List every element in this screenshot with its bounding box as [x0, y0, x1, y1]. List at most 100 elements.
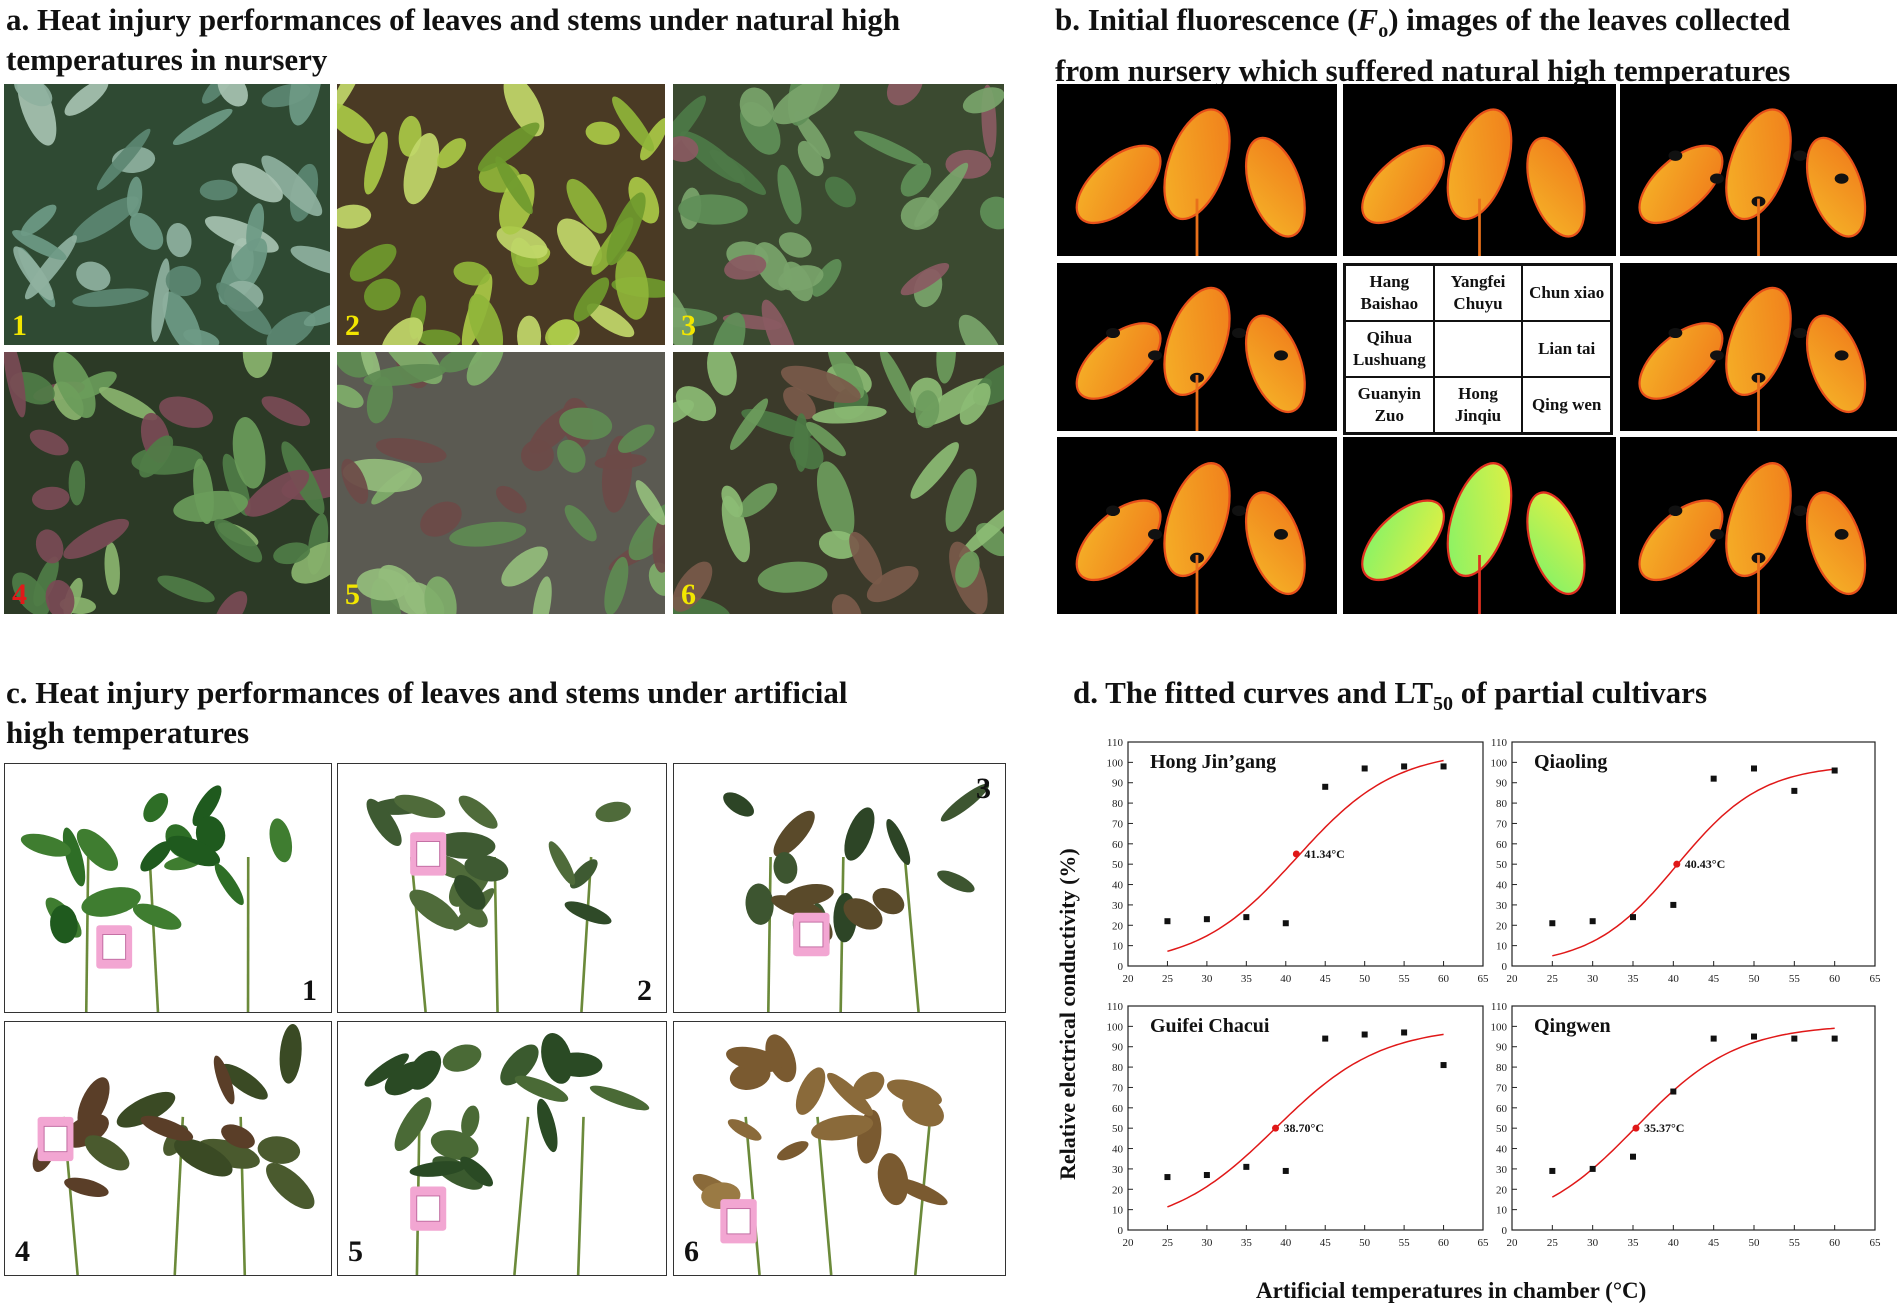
legend-cell: Qing wen — [1522, 377, 1611, 433]
x-tick-label: 20 — [1507, 1237, 1519, 1249]
photo-number: 3 — [976, 772, 991, 805]
y-tick-label: 40 — [1112, 1144, 1124, 1156]
y-tick-label: 0 — [1118, 1225, 1124, 1237]
x-tick-label: 25 — [1547, 973, 1559, 985]
fluorescence-image — [1057, 263, 1337, 431]
fitted-curve — [1552, 768, 1835, 957]
panel-b-title: b. Initial fluorescence (Fo) images of t… — [1055, 0, 1790, 91]
y-tick-label: 100 — [1107, 1021, 1124, 1033]
photo-number: 6 — [684, 1235, 699, 1268]
x-tick-label: 20 — [1123, 1237, 1135, 1249]
photo-number: 1 — [302, 974, 317, 1007]
y-tick-label: 80 — [1112, 1062, 1124, 1074]
x-tick-label: 25 — [1547, 1237, 1559, 1249]
y-tick-label: 40 — [1496, 880, 1508, 892]
x-tick-label: 65 — [1478, 973, 1490, 985]
x-tick-label: 30 — [1201, 1237, 1213, 1249]
panel-d-title-sub: 50 — [1433, 693, 1454, 716]
foliage-illustration — [673, 352, 1004, 614]
stem-illustration — [723, 783, 990, 1012]
fluorescence-image — [1057, 84, 1337, 256]
x-tick-label: 35 — [1628, 973, 1640, 985]
lt50-label: 41.34°C — [1304, 847, 1344, 861]
y-tick-label: 80 — [1496, 798, 1508, 810]
panel-b-title-F: F — [1357, 2, 1379, 37]
x-tick-label: 40 — [1668, 1237, 1680, 1249]
panel-b-title-sub: o — [1378, 20, 1389, 43]
data-point — [1401, 763, 1408, 770]
lt50-label: 38.70°C — [1284, 1121, 1324, 1135]
x-tick-label: 50 — [1359, 1237, 1371, 1249]
panel-b-title-post: ) images of the leaves collected — [1388, 2, 1791, 37]
y-tick-label: 70 — [1496, 818, 1508, 830]
data-point — [1831, 1035, 1838, 1042]
x-tick-label: 65 — [1870, 973, 1882, 985]
data-point — [1243, 914, 1250, 921]
panel-c-title-line2: high temperatures — [6, 715, 250, 750]
chart-svg: 0 10 20 30 40 50 60 70 80 90 100 110 20 25 30 35 40 45 50 5… — [1491, 737, 1882, 985]
y-tick-label: 20 — [1496, 1184, 1508, 1196]
photo-number: 5 — [345, 578, 360, 611]
data-point — [1164, 1174, 1171, 1181]
x-tick-label: 30 — [1201, 973, 1213, 985]
stem-illustration — [692, 1034, 948, 1275]
photo-number: 4 — [12, 578, 27, 611]
y-tick-label: 60 — [1496, 839, 1508, 851]
y-tick-label: 70 — [1112, 1082, 1124, 1094]
fluorescence-image — [1620, 437, 1897, 614]
y-tick-label: 40 — [1112, 880, 1124, 892]
x-tick-label: 25 — [1162, 973, 1174, 985]
x-tick-label: 40 — [1280, 973, 1292, 985]
chamber-photo: 1 — [4, 763, 332, 1013]
cultivar-legend-table: Hang Baishao Yangfei Chuyu Chun xiao Qih… — [1343, 263, 1613, 435]
foliage-illustration — [12, 84, 330, 345]
panel-d-x-axis-label: Artificial temperatures in chamber (°C) — [1256, 1278, 1647, 1303]
lt50-label: 40.43°C — [1685, 857, 1725, 871]
nursery-photo: 4 — [4, 352, 330, 614]
data-point — [1831, 767, 1838, 774]
leaf-fluorescence-illustration — [1638, 286, 1867, 431]
x-tick-label: 45 — [1320, 973, 1332, 985]
nursery-photo: 1 — [4, 84, 330, 345]
nursery-photo: 6 — [673, 352, 1004, 614]
y-tick-label: 20 — [1112, 1184, 1124, 1196]
y-tick-label: 60 — [1496, 1103, 1508, 1115]
y-tick-label: 0 — [1502, 1225, 1508, 1237]
chamber-photo: 4 — [4, 1021, 332, 1276]
data-point — [1751, 1033, 1757, 1040]
data-point — [1440, 763, 1447, 770]
stem-illustration — [364, 1032, 650, 1275]
y-tick-label: 100 — [1107, 757, 1124, 769]
data-point — [1710, 775, 1717, 782]
data-point — [1630, 1153, 1636, 1160]
nursery-photo: 3 — [673, 84, 1004, 345]
chart-title: Qiaoling — [1534, 751, 1607, 773]
x-tick-label: 30 — [1587, 973, 1599, 985]
y-tick-label: 40 — [1496, 1144, 1508, 1156]
data-point — [1710, 1035, 1717, 1042]
x-tick-label: 45 — [1708, 973, 1720, 985]
data-point — [1282, 920, 1289, 927]
fluorescence-image — [1620, 263, 1897, 431]
fitted-curve — [1167, 759, 1444, 953]
y-tick-label: 90 — [1496, 1042, 1508, 1054]
y-tick-label: 30 — [1496, 1164, 1508, 1176]
fluorescence-image — [1057, 437, 1337, 614]
x-tick-label: 40 — [1280, 1237, 1292, 1249]
y-tick-label: 30 — [1496, 900, 1508, 912]
lt50-chart: 0 10 20 30 40 50 60 70 80 90 100 110 20 25 30 35 40 45 50 5… — [1107, 1001, 1490, 1249]
y-tick-label: 60 — [1112, 839, 1124, 851]
lt50-point — [1673, 860, 1681, 868]
plot-frame — [1127, 1005, 1484, 1231]
panel-d-y-axis-label: Relative electrical conductivity (%) — [1055, 848, 1080, 1180]
data-point — [1751, 765, 1757, 772]
y-tick-label: 90 — [1112, 778, 1124, 790]
y-tick-label: 0 — [1118, 961, 1124, 973]
panel-b-title-pre: b. Initial fluorescence ( — [1055, 2, 1358, 37]
x-tick-label: 60 — [1438, 973, 1450, 985]
photo-number: 6 — [681, 578, 696, 611]
y-tick-label: 30 — [1112, 900, 1124, 912]
chart-title: Hong Jin’gang — [1150, 751, 1276, 773]
panel-d-title: d. The fitted curves and LT50 of partial… — [1073, 673, 1707, 724]
x-tick-label: 35 — [1241, 973, 1253, 985]
